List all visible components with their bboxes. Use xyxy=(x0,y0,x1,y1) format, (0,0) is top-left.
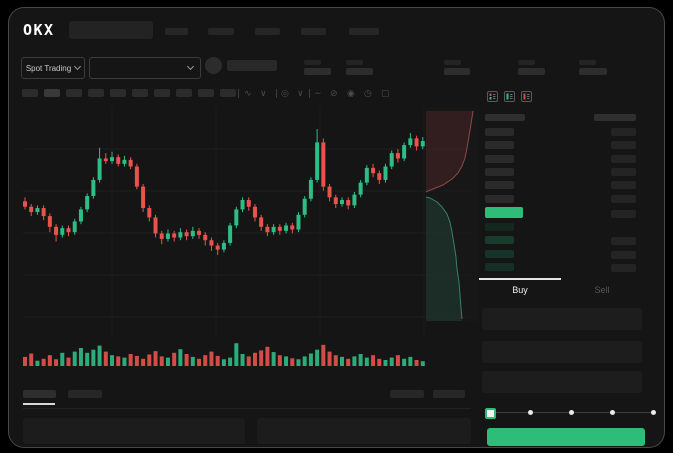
nav-item-skeleton[interactable] xyxy=(349,28,379,35)
last-price-badge[interactable] xyxy=(485,207,523,218)
ask-price-skeleton[interactable] xyxy=(485,128,514,136)
market-type-label: Spot Trading xyxy=(25,63,72,73)
tab-sell[interactable]: Sell xyxy=(594,285,610,295)
amount-slider-handle[interactable] xyxy=(485,408,496,419)
slider-stop-dot[interactable] xyxy=(609,410,615,415)
bottom-tab-active-skeleton[interactable] xyxy=(23,390,56,398)
history-clock-icon[interactable]: ◷ xyxy=(364,89,372,99)
timeframe-pill-skeleton[interactable] xyxy=(220,89,236,97)
pair-name-skeleton xyxy=(227,60,277,71)
bottom-actions-skeleton[interactable] xyxy=(390,390,424,398)
ask-amount-skeleton[interactable] xyxy=(611,167,636,176)
bottom-actions-skeleton[interactable] xyxy=(433,390,465,398)
buy-submit-button[interactable] xyxy=(487,428,645,446)
timeframe-pill-skeleton[interactable] xyxy=(22,89,38,97)
bid-amount-skeleton[interactable] xyxy=(611,250,636,259)
header-search-skeleton[interactable] xyxy=(69,21,153,39)
stat-value-skeleton xyxy=(579,68,607,75)
timeframe-pill-skeleton[interactable] xyxy=(132,89,148,97)
line-tool-icon[interactable]: ∼ xyxy=(314,89,322,99)
orderbook-amount-header-skeleton xyxy=(594,114,636,121)
nav-item-skeleton[interactable] xyxy=(208,28,234,35)
stat-label-skeleton xyxy=(346,60,363,65)
chevron-down-icon[interactable]: ∨ xyxy=(260,89,267,99)
slider-stop-dot[interactable] xyxy=(650,410,656,415)
stat-value-skeleton xyxy=(444,68,470,75)
stat-label-skeleton xyxy=(518,60,535,65)
ask-amount-skeleton[interactable] xyxy=(611,128,636,136)
divider: | xyxy=(275,89,279,99)
bid-price-skeleton[interactable] xyxy=(485,236,514,245)
divider: | xyxy=(237,89,241,99)
market-type-selector[interactable]: Spot Trading xyxy=(21,57,85,79)
ask-price-skeleton[interactable] xyxy=(485,194,514,203)
stat-label-skeleton xyxy=(579,60,596,65)
timeframe-pill-skeleton[interactable] xyxy=(176,89,192,97)
orderbook-price-header-skeleton xyxy=(485,114,525,121)
order-total-input[interactable] xyxy=(482,371,642,393)
ask-amount-skeleton[interactable] xyxy=(611,141,636,150)
divider: | xyxy=(308,89,312,99)
stat-value-skeleton xyxy=(304,68,331,75)
bid-price-skeleton[interactable] xyxy=(485,263,514,272)
divider xyxy=(23,408,471,409)
price-chart[interactable] xyxy=(9,8,665,448)
ask-price-skeleton[interactable] xyxy=(485,167,514,176)
ask-price-skeleton[interactable] xyxy=(485,154,514,163)
bid-price-skeleton[interactable] xyxy=(485,223,514,231)
stat-label-skeleton xyxy=(304,60,321,65)
ask-amount-skeleton[interactable] xyxy=(611,194,636,203)
stat-value-skeleton xyxy=(346,68,373,75)
active-tab-indicator xyxy=(479,278,561,280)
indicator-icon[interactable]: ◎ xyxy=(281,89,289,99)
nav-item-skeleton[interactable] xyxy=(255,28,280,35)
nav-item-skeleton[interactable] xyxy=(165,28,188,35)
bottom-tab-skeleton[interactable] xyxy=(68,390,102,398)
timeframe-pill-skeleton[interactable] xyxy=(154,89,170,97)
candle-type-icon[interactable]: ∿ xyxy=(244,89,252,99)
ask-amount-skeleton[interactable] xyxy=(611,154,636,163)
orderbook-asks-icon[interactable] xyxy=(521,91,532,102)
order-amount-input[interactable] xyxy=(482,341,642,363)
timeframe-pill-skeleton[interactable] xyxy=(198,89,214,97)
orderbook-combined-icon[interactable] xyxy=(487,91,498,102)
pair-selector-dropdown[interactable] xyxy=(89,57,201,79)
ask-price-skeleton[interactable] xyxy=(485,181,514,190)
timeframe-pill-skeleton[interactable] xyxy=(44,89,60,97)
timeframe-pill-skeleton[interactable] xyxy=(66,89,82,97)
okx-logo: OKX xyxy=(23,21,55,39)
ask-price-skeleton[interactable] xyxy=(485,141,514,150)
bid-amount-skeleton[interactable] xyxy=(611,237,636,246)
camera-icon[interactable]: ◉ xyxy=(347,89,355,99)
bottom-tab-underline xyxy=(23,403,55,405)
timeframe-pill-skeleton[interactable] xyxy=(88,89,104,97)
stat-value-skeleton xyxy=(518,68,545,75)
tab-buy[interactable]: Buy xyxy=(512,285,528,295)
open-orders-row-skeleton xyxy=(23,418,245,444)
bid-price-skeleton[interactable] xyxy=(485,249,514,258)
stat-label-skeleton xyxy=(444,60,461,65)
pair-coin-icon xyxy=(205,57,222,74)
ask-amount-skeleton[interactable] xyxy=(611,181,636,190)
fullscreen-icon[interactable]: ▢ xyxy=(381,89,390,99)
orderbook-bids-icon[interactable] xyxy=(504,91,515,102)
bid-amount-skeleton[interactable] xyxy=(611,264,636,273)
last-price-amount-skeleton xyxy=(611,210,636,218)
compare-icon[interactable]: ⊘ xyxy=(330,89,338,99)
nav-item-skeleton[interactable] xyxy=(301,28,326,35)
open-orders-row-skeleton xyxy=(257,418,471,444)
order-price-input[interactable] xyxy=(482,308,642,330)
timeframe-pill-skeleton[interactable] xyxy=(110,89,126,97)
chevron-down-icon[interactable]: ∨ xyxy=(297,89,304,99)
slider-stop-dot[interactable] xyxy=(568,410,574,415)
app-window: OKX Spot Trading Buy Sell | ∿ ∨ | ◎ ∨ | ∼ ⊘ ◉ ◷ ▢ xyxy=(8,7,665,448)
slider-stop-dot[interactable] xyxy=(527,410,533,415)
